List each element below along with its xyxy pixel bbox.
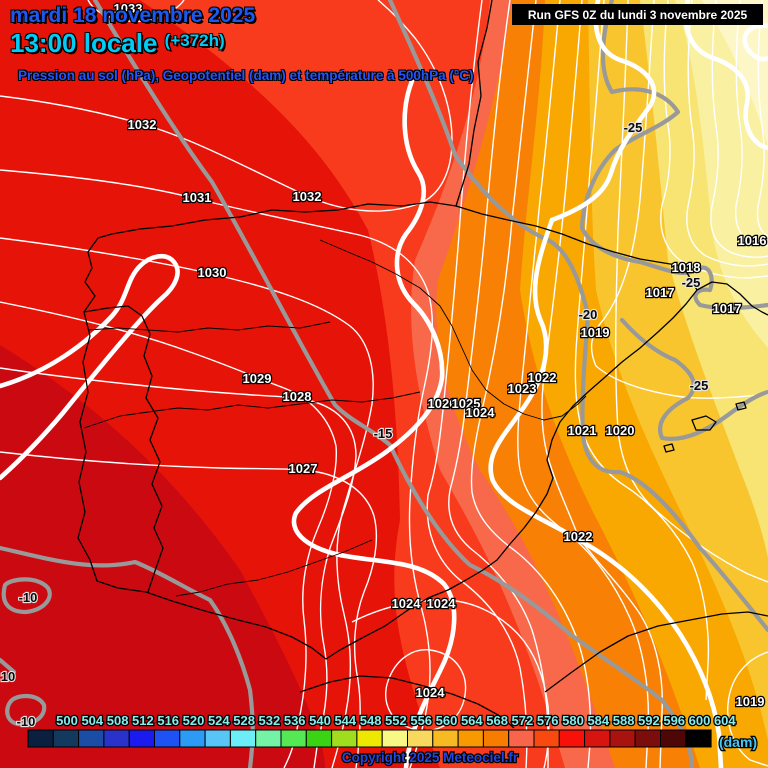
colorbar-value: 536 (284, 713, 306, 728)
pressure-label: 1025 (452, 396, 481, 411)
pressure-label: 1023 (508, 381, 537, 396)
pressure-label: 1017 (646, 285, 675, 300)
pressure-labels: 1033 1032 1031 1032 1030 1029 1028 1027 10261025… (112, 0, 768, 710)
colorbar-value: 604 (714, 713, 736, 728)
colorbar-value: 572 (512, 713, 534, 728)
pressure-label: 1033 (114, 1, 143, 16)
colorbar-value: 556 (410, 713, 432, 728)
colorbar-cell (52, 729, 80, 748)
colorbar-cell (457, 729, 484, 748)
colorbar-value: 504 (81, 713, 103, 728)
temperature-label: -25 (682, 275, 701, 290)
colorbar-cell (255, 729, 282, 748)
colorbar-value: 552 (385, 713, 407, 728)
temperature-label: 10 (1, 669, 15, 684)
pressure-label: 1028 (283, 389, 312, 404)
pressure-label: 1032 (128, 117, 157, 132)
colorbar-cell (356, 729, 383, 748)
colorbar-unit-label: (dam) (719, 734, 757, 750)
pressure-label: 1016 (738, 233, 767, 248)
colorbar-cell (229, 729, 257, 748)
colorbar-value: 540 (309, 713, 331, 728)
colorbar-cell (154, 729, 181, 748)
colorbar-value: 576 (537, 713, 559, 728)
colorbar-value: 500 (56, 713, 78, 728)
colorbar-value: 580 (562, 713, 584, 728)
river-lines (83, 239, 587, 597)
temperature-label: -10 (17, 714, 36, 729)
temperature-labels: -25 -25 -25 -20 -15 -10 10 -10 (0, 119, 709, 730)
colorbar-cell (533, 729, 560, 748)
colorbar-cell (78, 729, 105, 748)
pressure-label: 1031 (183, 190, 212, 205)
colorbar-value: 596 (663, 713, 685, 728)
colorbar-cell (128, 729, 155, 748)
colorbar-value: 548 (360, 713, 382, 728)
colorbar-cell (305, 729, 333, 748)
colorbar-value: 528 (233, 713, 255, 728)
colorbar-cell (179, 729, 206, 748)
colorbar-cell (508, 729, 535, 748)
colorbar-cell (432, 729, 459, 748)
colorbar-value: 592 (638, 713, 660, 728)
colorbar-value: 544 (334, 713, 356, 728)
pressure-label: 1024 (392, 596, 422, 611)
colorbar-value: 520 (183, 713, 205, 728)
colorbar-cell (482, 729, 510, 748)
colorbar-value: 600 (689, 713, 711, 728)
pressure-label: 1021 (568, 423, 597, 438)
temperature-label: -20 (579, 307, 598, 322)
temperature-label: -10 (19, 590, 38, 605)
colorbar-cell (584, 729, 611, 748)
colorbar-value: 564 (461, 713, 483, 728)
pressure-label: 1022 (564, 529, 593, 544)
pressure-label: 1027 (289, 461, 318, 476)
pressure-label: 1032 (293, 189, 322, 204)
pressure-label: 1029 (243, 371, 272, 386)
colorbar-cell (685, 729, 712, 748)
colorbar-cell (407, 729, 434, 748)
colorbar-cell (609, 729, 636, 748)
temperature-label: -15 (374, 426, 393, 441)
geopotential-colorbar: 500 504 508 512 516 520 524 528 532 536 540 544 548 5… (27, 712, 738, 748)
pressure-label: 1026 (428, 396, 457, 411)
colorbar-cell (27, 729, 54, 748)
colorbar-cell (634, 729, 662, 748)
copyright-text: Copyright 2025 Meteociel.fr (342, 750, 519, 765)
colorbar-cell (381, 729, 409, 748)
pressure-label: 1018 (672, 260, 701, 275)
temperature-label: -25 (624, 120, 643, 135)
pressure-label: 1019 (736, 694, 765, 709)
colorbar-cell (331, 729, 358, 748)
pressure-label: 1024 (466, 405, 496, 420)
pressure-label: 1017 (713, 301, 742, 316)
colorbar-value: 516 (157, 713, 179, 728)
pressure-label: 1022 (528, 370, 557, 385)
colorbar-value: 568 (486, 713, 508, 728)
colorbar-value: 584 (587, 713, 609, 728)
colorbar-value: 508 (107, 713, 129, 728)
colorbar-cell (280, 729, 307, 748)
coastline-lines (77, 0, 768, 729)
colorbar-value: 512 (132, 713, 154, 728)
colorbar-cell (660, 729, 687, 748)
colorbar-value: 532 (259, 713, 281, 728)
pressure-label: 1019 (581, 325, 610, 340)
colorbar-cell (558, 729, 586, 748)
colorbar-cell (204, 729, 231, 748)
pressure-label: 1024 (427, 596, 457, 611)
pressure-label: 1020 (606, 423, 635, 438)
colorbar-value: 560 (436, 713, 458, 728)
colorbar-value: 588 (613, 713, 635, 728)
colorbar-cell (103, 729, 130, 748)
pressure-label: 1030 (198, 265, 227, 280)
temperature-label: -25 (690, 378, 709, 393)
colorbar-value: 524 (208, 713, 230, 728)
pressure-label: 1024 (416, 685, 446, 700)
